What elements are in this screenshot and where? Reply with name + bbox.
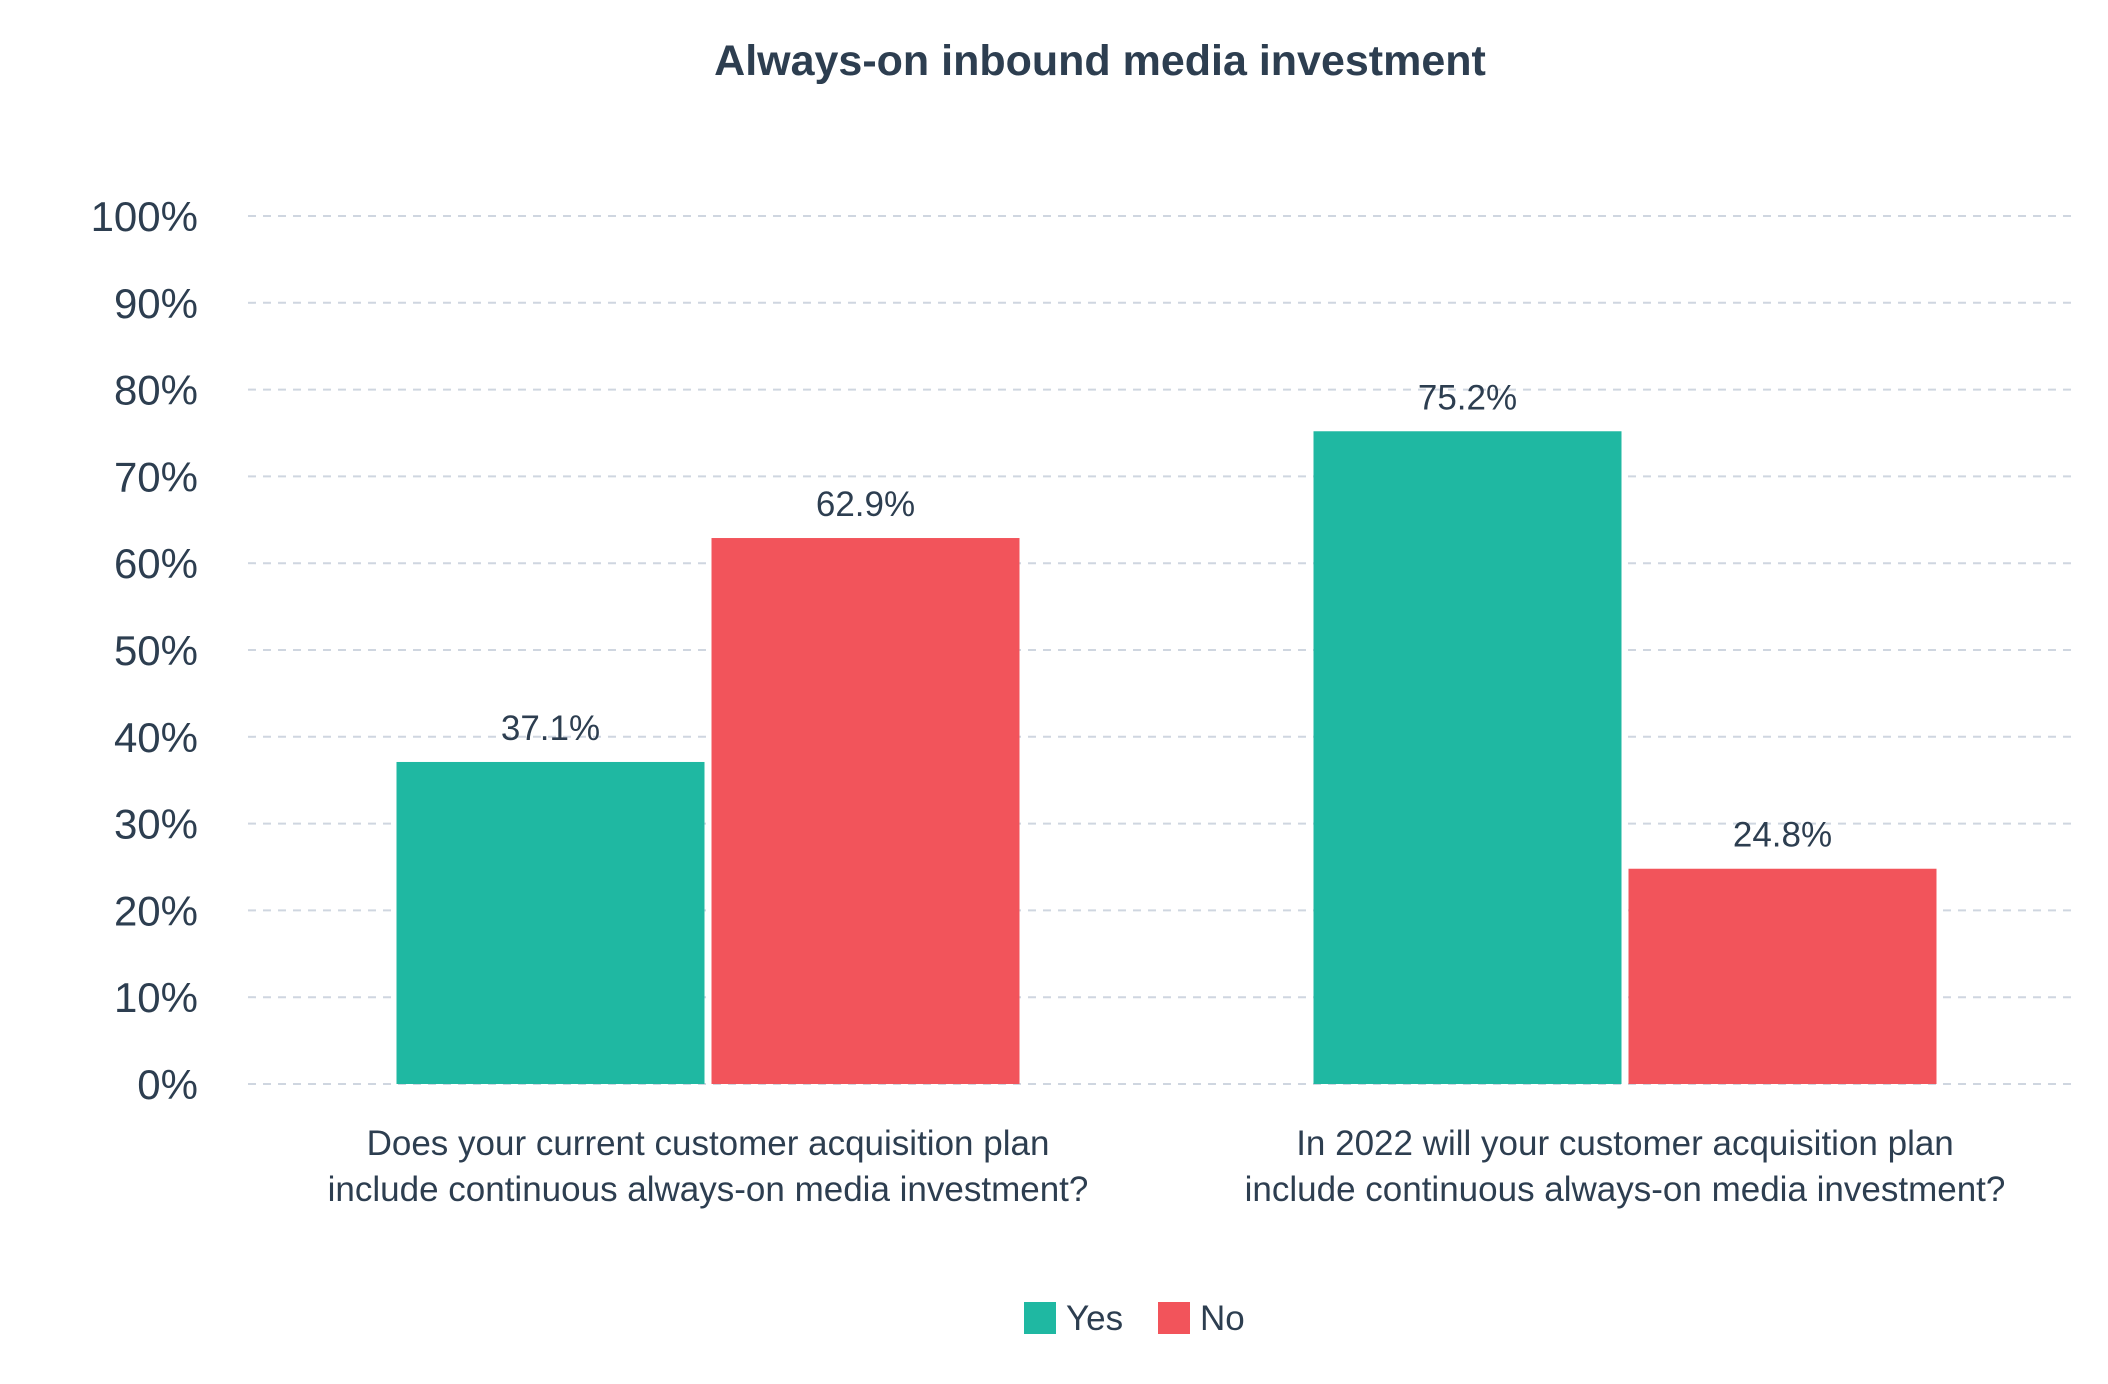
bar-no-2 (1628, 868, 1937, 1084)
y-tick-label: 90% (114, 280, 198, 327)
legend: Yes No (1024, 1299, 1245, 1338)
y-tick-label: 30% (114, 801, 198, 848)
y-tick-label: 50% (114, 627, 198, 674)
bar-no-1 (711, 538, 1020, 1084)
y-tick-label: 70% (114, 453, 198, 500)
x-category-label: In 2022 will your customer acquisition p… (1245, 1124, 2006, 1209)
bar-yes-2 (1313, 431, 1622, 1084)
x-axis-categories: Does your current customer acquisition p… (328, 1124, 2006, 1209)
legend-swatch-no (1158, 1302, 1190, 1334)
y-tick-label: 10% (114, 974, 198, 1021)
y-axis-ticks: 0% 10% 20% 30% 40% 50% 60% 70% 80% 90% 100% (91, 193, 198, 1108)
legend-swatch-yes (1024, 1302, 1056, 1334)
data-label: 37.1% (501, 709, 600, 748)
legend-label-no: No (1200, 1299, 1245, 1338)
chart-title: Always-on inbound media investment (714, 37, 1486, 85)
legend-label-yes: Yes (1066, 1299, 1123, 1338)
bars (396, 431, 1937, 1084)
y-tick-label: 100% (91, 193, 198, 240)
data-label: 75.2% (1418, 378, 1517, 417)
y-tick-label: 20% (114, 887, 198, 934)
data-label: 24.8% (1733, 816, 1832, 855)
y-tick-label: 80% (114, 367, 198, 414)
data-labels: 37.1% 62.9% 75.2% 24.8% (501, 378, 1832, 854)
y-tick-label: 0% (137, 1061, 198, 1108)
data-label: 62.9% (816, 485, 915, 524)
y-tick-label: 40% (114, 714, 198, 761)
y-tick-label: 60% (114, 540, 198, 587)
x-category-label: Does your current customer acquisition p… (328, 1124, 1089, 1209)
bar-yes-1 (396, 761, 705, 1084)
